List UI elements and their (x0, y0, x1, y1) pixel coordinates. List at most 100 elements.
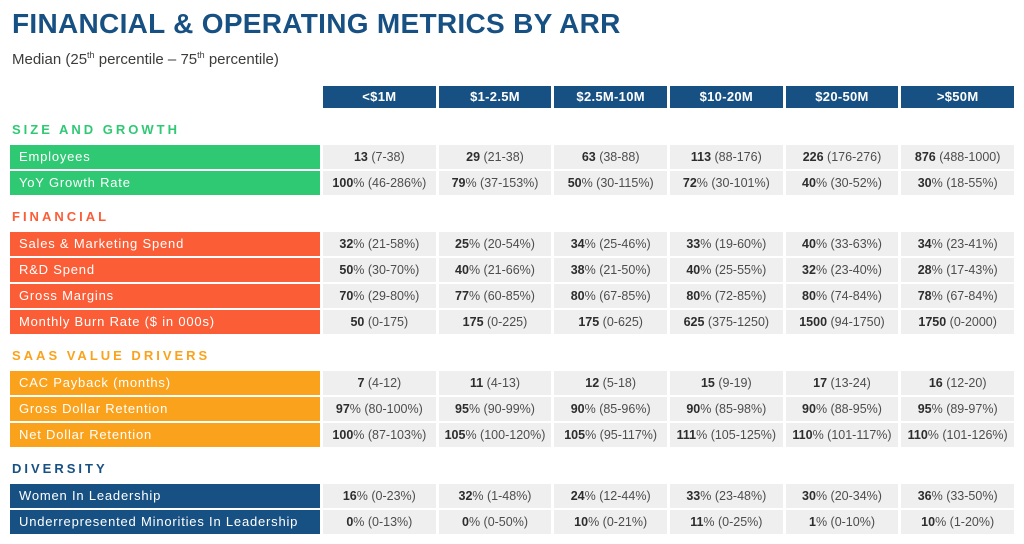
metric-cell: 1500 (94-1750) (785, 310, 899, 334)
column-header-row: <$1M $1-2.5M $2.5M-10M $10-20M $20-50M >$50M (10, 86, 1014, 108)
row-label: CAC Payback (months) (10, 371, 320, 395)
metric-cell: 40% (25-55%) (669, 258, 783, 282)
metric-cell: 24% (12-44%) (554, 484, 667, 508)
subtitle-text: percentile – 75 (94, 51, 198, 68)
metric-cell: 78% (67-84%) (901, 284, 1014, 308)
metric-cell: 105% (95-117%) (554, 423, 667, 447)
metric-cell: 40% (33-63%) (785, 232, 899, 256)
metric-cell: 50 (0-175) (323, 310, 436, 334)
row-label: Underrepresented Minorities In Leadershi… (10, 510, 320, 534)
column-header: >$50M (901, 86, 1014, 108)
row-label: R&D Spend (10, 258, 320, 282)
metric-cell: 95% (89-97%) (901, 397, 1014, 421)
metric-cell: 63 (38-88) (554, 145, 667, 169)
subtitle-superscript: th (197, 50, 205, 60)
metric-cell: 32% (23-40%) (785, 258, 899, 282)
metric-cell: 0% (0-13%) (323, 510, 436, 534)
metric-cell: 34% (23-41%) (901, 232, 1014, 256)
metric-cell: 79% (37-153%) (438, 171, 552, 195)
metric-cell: 110% (101-117%) (785, 423, 899, 447)
subtitle-text: percentile) (204, 51, 279, 68)
row-label: Sales & Marketing Spend (10, 232, 320, 256)
metric-cell: 95% (90-99%) (438, 397, 552, 421)
metric-cell: 25% (20-54%) (438, 232, 552, 256)
metric-cell: 70% (29-80%) (323, 284, 436, 308)
metric-cell: 12 (5-18) (554, 371, 667, 395)
metric-cell: 876 (488-1000) (901, 145, 1014, 169)
metric-cell: 175 (0-625) (554, 310, 667, 334)
metric-cell: 175 (0-225) (438, 310, 552, 334)
metric-cell: 13 (7-38) (323, 145, 436, 169)
subtitle-text: Median (25 (12, 51, 88, 68)
metric-cell: 28% (17-43%) (901, 258, 1014, 282)
metric-cell: 80% (67-85%) (554, 284, 667, 308)
metric-cell: 40% (21-66%) (438, 258, 552, 282)
metric-cell: 29 (21-38) (438, 145, 552, 169)
column-header: $2.5M-10M (554, 86, 667, 108)
page-title: FINANCIAL & OPERATING METRICS BY ARR (12, 8, 621, 39)
section-rows: CAC Payback (months) 7 (4-12) 11 (4-13) 12 … (10, 371, 1014, 447)
metric-cell: 1% (0-10%) (785, 510, 899, 534)
metric-cell: 16% (0-23%) (323, 484, 436, 508)
metric-cell: 30% (20-34%) (785, 484, 899, 508)
metric-cell: 10% (0-21%) (554, 510, 667, 534)
metric-cell: 77% (60-85%) (438, 284, 552, 308)
metric-cell: 40% (30-52%) (785, 171, 899, 195)
metric-cell: 111% (105-125%) (669, 423, 783, 447)
metric-cell: 32% (1-48%) (438, 484, 552, 508)
metric-cell: 16 (12-20) (901, 371, 1014, 395)
metric-cell: 32% (21-58%) (323, 232, 436, 256)
metric-cell: 0% (0-50%) (438, 510, 552, 534)
metric-cell: 11% (0-25%) (669, 510, 783, 534)
metric-cell: 226 (176-276) (785, 145, 899, 169)
metric-cell: 50% (30-115%) (554, 171, 667, 195)
metric-cell: 80% (74-84%) (785, 284, 899, 308)
metric-cell: 34% (25-46%) (554, 232, 667, 256)
metric-cell: 7 (4-12) (323, 371, 436, 395)
metric-cell: 33% (23-48%) (669, 484, 783, 508)
subtitle-superscript: th (87, 50, 95, 60)
metric-cell: 110% (101-126%) (901, 423, 1014, 447)
metric-cell: 10% (1-20%) (901, 510, 1014, 534)
metric-cell: 36% (33-50%) (901, 484, 1014, 508)
page-subtitle: Median (25th percentile – 75th percentil… (12, 45, 1014, 70)
row-label: Women In Leadership (10, 484, 320, 508)
metric-cell: 90% (85-96%) (554, 397, 667, 421)
row-label: Employees (10, 145, 320, 169)
section-title: DIVERSITY (12, 461, 108, 476)
column-header: $10-20M (669, 86, 783, 108)
metric-cell: 38% (21-50%) (554, 258, 667, 282)
metric-cell: 50% (30-70%) (323, 258, 436, 282)
column-header: $20-50M (785, 86, 899, 108)
metric-cell: 80% (72-85%) (669, 284, 783, 308)
metric-cell: 90% (88-95%) (785, 397, 899, 421)
column-header: $1-2.5M (438, 86, 552, 108)
row-label: Net Dollar Retention (10, 423, 320, 447)
section-rows: Women In Leadership 16% (0-23%) 32% (1-48%… (10, 484, 1014, 534)
metric-cell: 17 (13-24) (785, 371, 899, 395)
section-title: FINANCIAL (12, 209, 110, 224)
row-label: Monthly Burn Rate ($ in 000s) (10, 310, 320, 334)
metric-cell: 72% (30-101%) (669, 171, 783, 195)
metric-cell: 105% (100-120%) (438, 423, 552, 447)
metric-cell: 625 (375-1250) (669, 310, 783, 334)
section-rows: Sales & Marketing Spend 32% (21-58%) 25% (… (10, 232, 1014, 334)
section-title: SAAS VALUE DRIVERS (12, 348, 211, 363)
metric-cell: 1750 (0-2000) (901, 310, 1014, 334)
metric-cell: 15 (9-19) (669, 371, 783, 395)
section-rows: Employees 13 (7-38) 29 (21-38) 63 (38-88) 11… (10, 145, 1014, 195)
metric-cell: 97% (80-100%) (323, 397, 436, 421)
metric-cell: 11 (4-13) (438, 371, 552, 395)
column-header: <$1M (323, 86, 436, 108)
row-label: Gross Margins (10, 284, 320, 308)
metric-cell: 113 (88-176) (669, 145, 783, 169)
row-label: Gross Dollar Retention (10, 397, 320, 421)
metric-cell: 100% (87-103%) (323, 423, 436, 447)
metric-cell: 33% (19-60%) (669, 232, 783, 256)
row-label: YoY Growth Rate (10, 171, 320, 195)
header-corner-spacer (10, 86, 320, 108)
metric-cell: 30% (18-55%) (901, 171, 1014, 195)
metrics-table: SIZE AND GROWTH Employees 13 (7-38) 29 (21-… (10, 121, 1014, 534)
metric-cell: 100% (46-286%) (323, 171, 436, 195)
